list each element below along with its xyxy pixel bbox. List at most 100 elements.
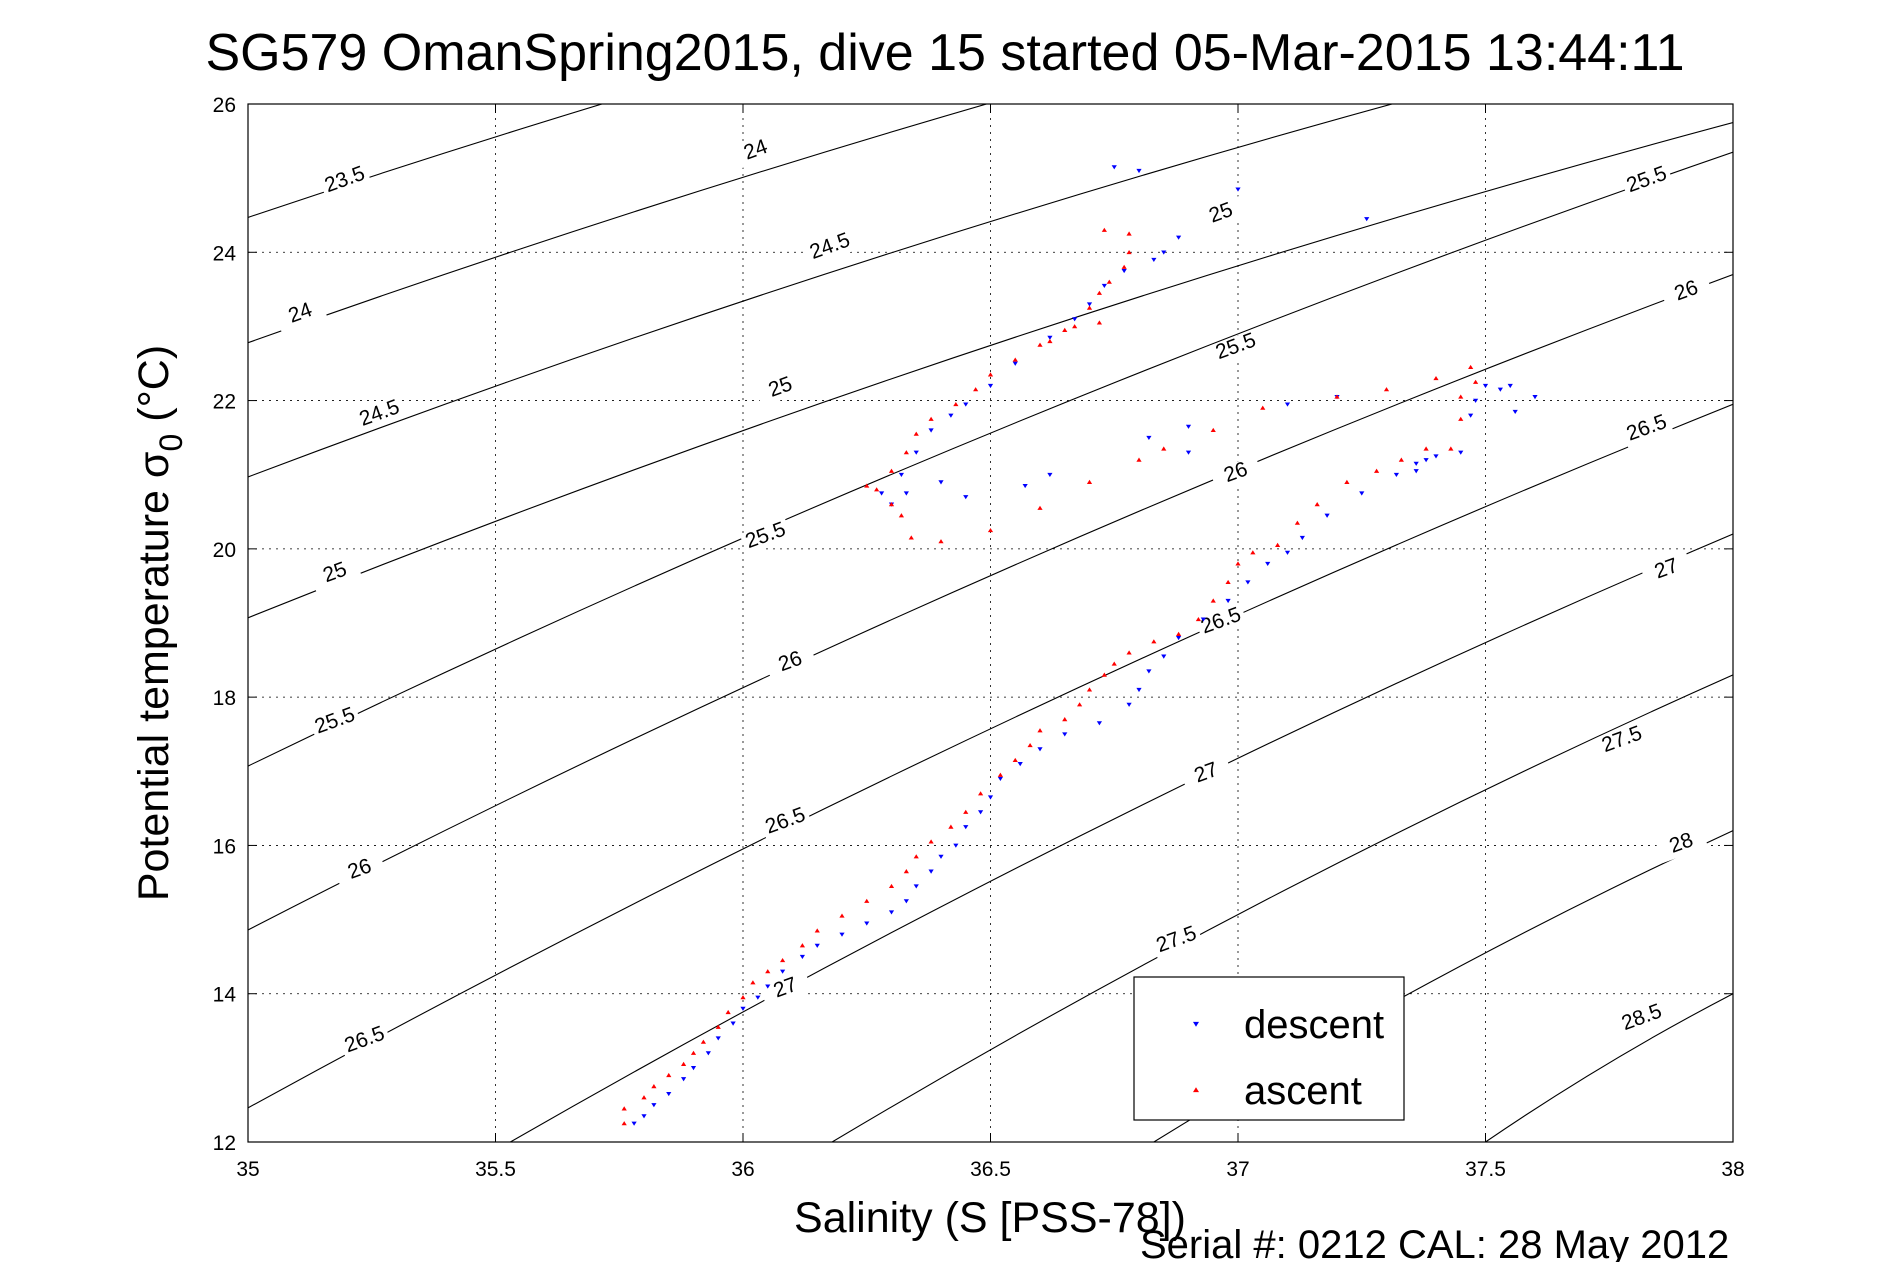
- ascent-point: [888, 468, 895, 473]
- descent-point: [1037, 747, 1043, 752]
- descent-point: [1121, 269, 1127, 274]
- descent-point: [1433, 454, 1439, 459]
- descent-point: [1161, 654, 1167, 659]
- ascent-point: [913, 854, 919, 859]
- descent-point: [814, 943, 820, 948]
- ascent-point: [898, 513, 904, 518]
- ascent-point: [1176, 631, 1182, 636]
- ascent-point: [1062, 717, 1068, 722]
- descent-point: [1507, 383, 1513, 389]
- descent-point: [963, 495, 969, 500]
- descent-point: [1324, 513, 1330, 518]
- legend-label-descent: descent: [1244, 1003, 1384, 1047]
- descent-point: [1413, 469, 1419, 474]
- density-contour: [248, 104, 604, 218]
- y-axis-label-subscript: 0: [153, 434, 189, 452]
- descent-point: [1468, 413, 1474, 418]
- x-axis-label: Salinity (S [PSS-78]): [794, 1194, 1186, 1242]
- descent-point: [1482, 383, 1489, 389]
- contour-label-bg: [274, 295, 328, 333]
- descent-point: [1200, 617, 1206, 622]
- ascent-point: [888, 502, 895, 507]
- contour-label: 25: [754, 369, 808, 408]
- contour-label-bg: [1620, 410, 1674, 448]
- descent-point: [1096, 721, 1102, 726]
- descent-point: [963, 825, 969, 830]
- descent-point: [1136, 168, 1142, 174]
- descent-point: [1284, 550, 1291, 555]
- ascent-point: [903, 869, 909, 874]
- descent-point: [928, 428, 934, 433]
- contour-label-bg: [1655, 825, 1709, 863]
- descent-point: [1176, 636, 1182, 641]
- descent-point: [631, 1121, 637, 1126]
- descent-point: [1423, 458, 1429, 463]
- ascent-point: [799, 943, 805, 948]
- contour-label-bg: [1596, 722, 1649, 760]
- descent-point: [864, 921, 870, 926]
- ascent-point: [1260, 405, 1266, 410]
- descent-point: [1146, 669, 1152, 674]
- svg-text:Potential temperature σ0(°C): Potential temperature σ0 (°C): [130, 345, 189, 901]
- density-contour: [248, 104, 1395, 478]
- descent-point: [755, 995, 761, 1000]
- y-axis-label: Potential temperature σ0 (°C): [130, 345, 189, 901]
- descent-point: [938, 854, 944, 859]
- ascent-point: [1195, 616, 1201, 622]
- ascent-point: [1037, 728, 1043, 733]
- ascent-point: [1136, 457, 1142, 462]
- legend-box: [1133, 976, 1405, 1121]
- ascent-point: [814, 928, 820, 933]
- ascent-point: [651, 1084, 657, 1089]
- ascent-point: [928, 839, 934, 844]
- ascent-point: [1458, 394, 1464, 399]
- ascent-point: [997, 772, 1003, 777]
- ascent-point: [750, 980, 756, 985]
- descent-point: [913, 884, 919, 889]
- density-contour: [248, 104, 989, 344]
- descent-point: [1265, 561, 1271, 567]
- ascent-point: [1047, 338, 1053, 344]
- descent-point: [1473, 398, 1479, 403]
- ascent-point: [987, 372, 994, 377]
- x-tick-label: 37.5: [1465, 1158, 1506, 1181]
- descent-point: [666, 1091, 672, 1097]
- ascent-point: [1126, 231, 1132, 236]
- contour-label-bg: [1195, 603, 1248, 641]
- ascent-point: [1037, 342, 1043, 347]
- x-tick-label: 35.5: [475, 1158, 516, 1181]
- x-axis-ticks: 35 35.5 36 36.5 37 37.5 38: [236, 104, 1745, 1181]
- ascent-point: [1096, 320, 1102, 325]
- descent-point: [1101, 283, 1107, 288]
- ascent-point: [1126, 650, 1132, 655]
- contour-label-bg: [353, 395, 407, 433]
- contour-label-bg: [729, 132, 783, 170]
- contour-label-bg: [309, 555, 362, 593]
- ascent-point: [715, 1024, 721, 1029]
- density-contour: [248, 274, 1733, 931]
- contour-label-bg: [1180, 755, 1233, 793]
- series-descent: [631, 165, 1538, 1126]
- ascent-point: [1101, 227, 1107, 232]
- ascent-point: [1027, 742, 1033, 748]
- contour-label-bg: [759, 803, 813, 841]
- ascent-point: [1086, 479, 1093, 484]
- descent-point: [839, 932, 845, 937]
- contour-label-bg: [764, 644, 818, 682]
- descent-point: [740, 1006, 746, 1011]
- contour-label: 26: [333, 851, 387, 889]
- y-axis-label-main: Potential temperature σ: [130, 452, 178, 902]
- x-tick-label: 37: [1226, 1158, 1249, 1181]
- descent-point: [641, 1114, 647, 1119]
- contour-label-bg: [754, 369, 808, 408]
- descent-point: [1185, 424, 1192, 429]
- descent-point: [1072, 317, 1078, 322]
- ascent-point: [1458, 416, 1464, 421]
- ascent-point: [1151, 639, 1157, 644]
- descent-point: [1458, 450, 1464, 455]
- descent-point: [1012, 361, 1018, 366]
- density-contour: [248, 151, 1733, 767]
- descent-point: [948, 413, 954, 418]
- ascent-point: [1037, 505, 1043, 510]
- ascent-point: [987, 527, 994, 533]
